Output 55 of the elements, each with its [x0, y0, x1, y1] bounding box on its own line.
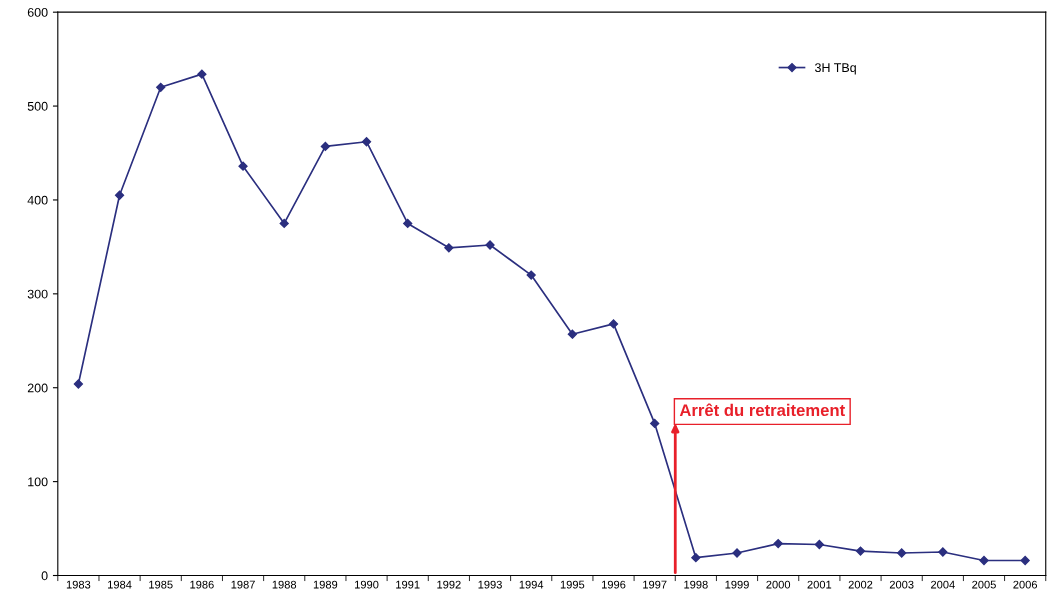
x-tick-label: 2003 [889, 580, 914, 589]
point [691, 553, 701, 563]
point [1020, 555, 1030, 566]
x-tick-label: 2000 [766, 580, 791, 589]
point [361, 137, 372, 147]
y-tick-label: 200 [27, 383, 48, 393]
point [897, 548, 907, 558]
x-tick-label: 1998 [684, 580, 708, 589]
x-tick-label: 2005 [972, 580, 996, 589]
x-tick-label: 1992 [437, 580, 461, 589]
point [73, 379, 84, 389]
point [814, 539, 824, 550]
y-tick-label: 300 [27, 289, 48, 299]
x-tick-label: 1995 [560, 580, 585, 589]
x-tick-label: 1999 [725, 580, 749, 589]
point [238, 161, 248, 171]
y-tick-label: 600 [27, 7, 48, 17]
point [197, 69, 207, 79]
y-tick-label: 0 [41, 571, 48, 581]
x-tick-label: 2001 [807, 580, 832, 589]
x-tick-label: 1994 [519, 580, 544, 589]
x-tick-label: 1984 [108, 580, 132, 589]
point [156, 82, 166, 92]
point [320, 141, 330, 152]
x-tick-label: 1993 [478, 580, 502, 589]
x-tick-label: 1996 [602, 580, 626, 589]
x-tick-label: 2002 [848, 580, 873, 589]
point [114, 190, 125, 200]
y-tick-label: 400 [27, 195, 48, 205]
point [444, 243, 454, 253]
annotation: Arrêt du retraitement [679, 403, 845, 417]
x-tick-label: 2004 [931, 580, 955, 589]
point [979, 555, 989, 566]
point [608, 319, 619, 329]
point [855, 546, 866, 556]
point [567, 329, 577, 339]
point [279, 218, 289, 229]
x-tick-label: 1985 [149, 580, 173, 589]
x-tick-label: 1983 [66, 580, 91, 589]
x-tick-label: 1989 [313, 580, 338, 589]
x-tick-label: 1986 [190, 580, 214, 589]
x-tick-label: 1997 [643, 580, 667, 589]
point [938, 547, 948, 557]
point [773, 538, 783, 549]
y-tick-label: 500 [27, 101, 48, 111]
point [403, 218, 413, 229]
x-tick-label: 1987 [231, 580, 255, 589]
point [650, 418, 660, 429]
x-tick-label: 2006 [1013, 580, 1038, 589]
x-tick-label: 1988 [272, 580, 297, 589]
point [526, 270, 536, 280]
y-tick-label: 100 [28, 477, 48, 487]
legend-label: 3H TBq [814, 63, 856, 75]
x-tick-label: 1990 [355, 580, 379, 589]
x-tick-label: 1991 [396, 580, 420, 589]
